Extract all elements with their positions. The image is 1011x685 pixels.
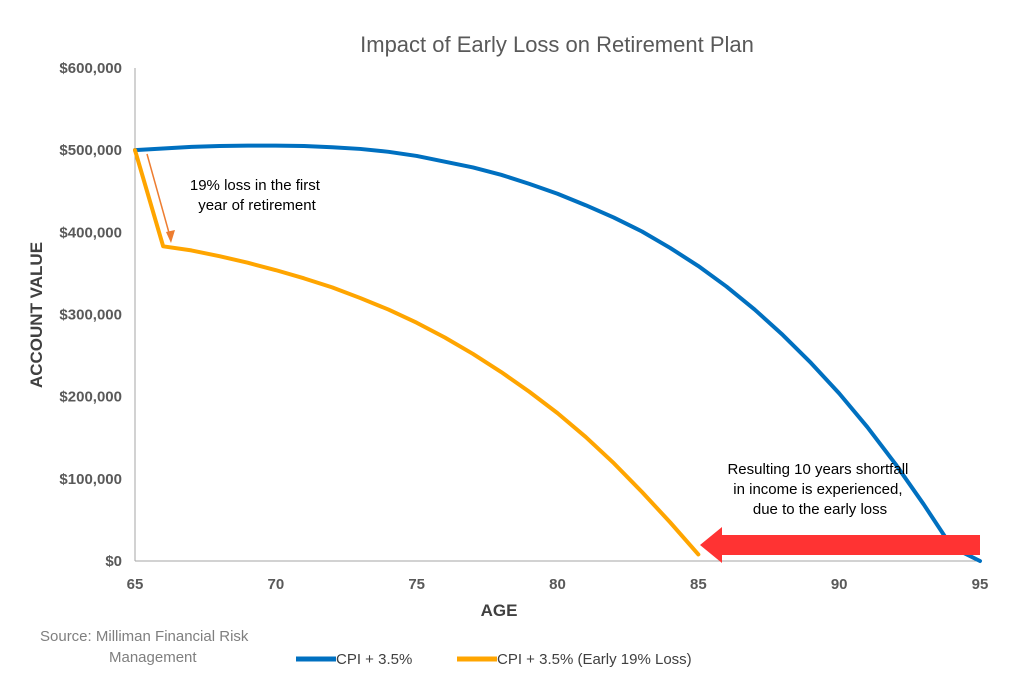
- shortfall-annotation: Resulting 10 years shortfall in income i…: [727, 461, 912, 518]
- y-tick-label: $100,000: [59, 471, 122, 488]
- legend-label-1: CPI + 3.5% (Early 19% Loss): [497, 651, 692, 668]
- y-axis-label: ACCOUNT VALUE: [27, 242, 46, 388]
- chart-title: Impact of Early Loss on Retirement Plan: [360, 32, 754, 57]
- x-tick-label: 80: [549, 576, 566, 593]
- source-note: Source: Milliman Financial Risk Manageme…: [40, 628, 253, 666]
- source-line-1: Source: Milliman Financial Risk: [40, 628, 249, 645]
- series-group: [133, 143, 982, 563]
- shortfall-line-3: due to the early loss: [753, 501, 887, 518]
- y-tick-label: $500,000: [59, 142, 122, 159]
- x-axis-ticks: 65 70 75 80 85 90 95: [127, 576, 989, 593]
- x-tick-label: 85: [690, 576, 707, 593]
- y-tick-label: $300,000: [59, 307, 122, 324]
- x-tick-label: 70: [267, 576, 284, 593]
- y-tick-label: $600,000: [59, 60, 122, 77]
- legend: CPI + 3.5% CPI + 3.5% (Early 19% Loss): [296, 651, 692, 668]
- y-tick-label: $400,000: [59, 224, 122, 241]
- y-tick-label: $200,000: [59, 389, 122, 406]
- y-tick-label: $0: [105, 553, 122, 570]
- source-line-2: Management: [109, 649, 197, 666]
- y-axis-ticks: $0 $100,000 $200,000 $300,000 $400,000 $500,0…: [59, 60, 122, 570]
- early-loss-arrowhead: [166, 230, 175, 243]
- shortfall-line-1: Resulting 10 years shortfall: [727, 461, 908, 478]
- shortfall-line-2: in income is experienced,: [733, 481, 902, 498]
- x-axis-label: AGE: [481, 601, 518, 620]
- early-loss-line-1: 19% loss in the first: [190, 177, 321, 194]
- x-tick-label: 75: [408, 576, 425, 593]
- series-line-0: [133, 143, 982, 563]
- early-loss-arrow: [146, 153, 172, 241]
- shortfall-arrow: [700, 527, 980, 563]
- early-loss-annotation: 19% loss in the first year of retirement: [190, 177, 324, 214]
- early-loss-line-2: year of retirement: [198, 197, 316, 214]
- legend-label-0: CPI + 3.5%: [336, 651, 412, 668]
- x-tick-label: 95: [972, 576, 989, 593]
- x-tick-label: 65: [127, 576, 144, 593]
- series-line-1: [133, 148, 701, 557]
- x-tick-label: 90: [831, 576, 848, 593]
